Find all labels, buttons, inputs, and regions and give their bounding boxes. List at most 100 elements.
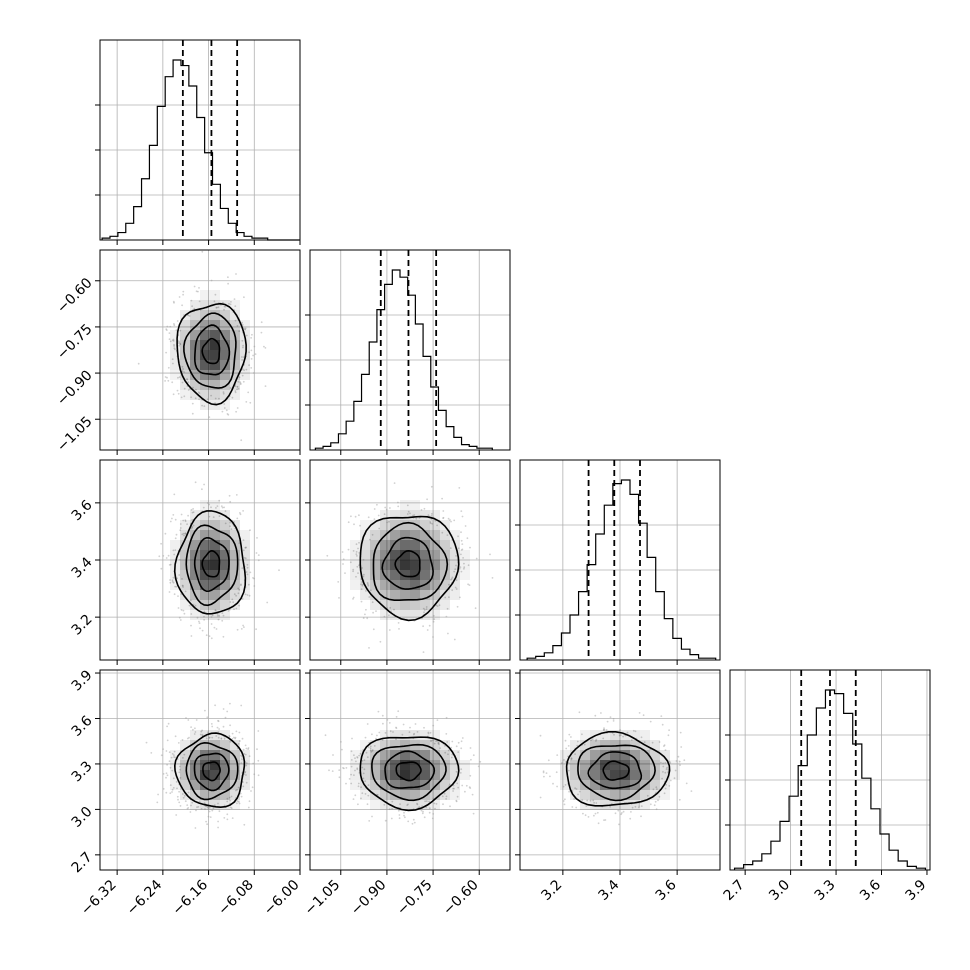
sample-point bbox=[389, 730, 392, 733]
density-cell bbox=[180, 600, 190, 610]
sample-point bbox=[556, 785, 558, 788]
sample-point bbox=[658, 795, 661, 798]
density-cell bbox=[450, 570, 460, 580]
sample-point bbox=[430, 518, 433, 521]
sample-point bbox=[213, 300, 216, 303]
sample-point bbox=[595, 740, 597, 742]
sample-point bbox=[433, 802, 436, 805]
sample-point bbox=[218, 615, 221, 617]
density-cell bbox=[180, 520, 190, 530]
sample-point bbox=[169, 563, 172, 566]
sample-point bbox=[455, 745, 458, 748]
panel-frame-0-0 bbox=[99, 39, 301, 241]
sample-point bbox=[238, 542, 241, 545]
sample-point bbox=[420, 809, 423, 812]
sample-point bbox=[342, 563, 344, 565]
sample-point bbox=[181, 533, 184, 536]
density-cell bbox=[370, 760, 380, 770]
sample-point bbox=[581, 799, 584, 801]
sample-point bbox=[613, 733, 615, 736]
sample-point bbox=[207, 815, 210, 818]
sample-point bbox=[362, 772, 365, 775]
density-cell bbox=[200, 300, 210, 310]
sample-point bbox=[563, 803, 566, 806]
sample-point bbox=[214, 397, 217, 400]
sample-point bbox=[420, 509, 423, 511]
x-tick-label: 3.6 bbox=[653, 877, 680, 904]
sample-point bbox=[446, 741, 449, 743]
sample-point bbox=[373, 518, 376, 521]
density-cell bbox=[210, 610, 220, 620]
density-cell bbox=[450, 780, 460, 790]
density-cell bbox=[400, 730, 410, 740]
sample-point bbox=[432, 636, 434, 638]
sample-point bbox=[179, 343, 182, 345]
sample-point bbox=[423, 726, 425, 729]
sample-point bbox=[237, 743, 240, 745]
sample-point bbox=[354, 757, 356, 760]
sample-point bbox=[386, 719, 389, 721]
sample-point bbox=[170, 756, 173, 759]
sample-point bbox=[582, 812, 584, 815]
density-cell bbox=[580, 800, 590, 810]
sample-point bbox=[459, 566, 462, 568]
sample-point bbox=[182, 796, 185, 799]
density-cell bbox=[590, 760, 600, 770]
sample-point bbox=[172, 514, 175, 516]
sample-point bbox=[162, 788, 165, 790]
density-cell bbox=[210, 340, 220, 350]
contour-level-2 bbox=[193, 324, 231, 376]
joint-panel-1-3 bbox=[324, 710, 482, 825]
sample-point bbox=[241, 323, 244, 326]
sample-point bbox=[378, 731, 381, 734]
sample-point bbox=[236, 385, 239, 388]
sample-point bbox=[425, 608, 428, 611]
sample-point bbox=[245, 546, 247, 549]
sample-point bbox=[220, 738, 223, 740]
sample-point bbox=[178, 790, 181, 793]
sample-point bbox=[660, 761, 662, 764]
contour-level-1 bbox=[395, 761, 422, 782]
density-cell bbox=[380, 730, 390, 740]
sample-point bbox=[164, 532, 167, 535]
sample-point bbox=[244, 771, 246, 774]
sample-point bbox=[169, 325, 172, 328]
density-cell bbox=[410, 560, 420, 570]
density-cell bbox=[220, 740, 230, 750]
sample-point bbox=[370, 750, 373, 753]
sample-point bbox=[448, 783, 451, 786]
sample-point bbox=[357, 572, 359, 574]
density-cell bbox=[360, 570, 370, 580]
density-cell bbox=[410, 610, 420, 620]
density-cell bbox=[440, 520, 450, 530]
sample-point bbox=[455, 800, 458, 803]
sample-point bbox=[403, 814, 405, 817]
sample-point bbox=[204, 709, 206, 712]
sample-point bbox=[460, 740, 463, 743]
density-cell bbox=[600, 740, 610, 750]
x-tick-label: 3.3 bbox=[812, 877, 839, 904]
sample-point bbox=[461, 784, 464, 787]
sample-point bbox=[618, 734, 621, 736]
sample-point bbox=[382, 722, 384, 725]
density-cell bbox=[230, 750, 240, 760]
sample-point bbox=[619, 729, 621, 731]
sample-point bbox=[429, 522, 432, 525]
sample-point bbox=[162, 555, 165, 557]
density-cell bbox=[180, 370, 190, 380]
sample-point bbox=[664, 771, 667, 774]
density-cell bbox=[400, 600, 410, 610]
density-cell bbox=[420, 590, 430, 600]
sample-point bbox=[463, 566, 466, 569]
sample-point bbox=[176, 787, 178, 790]
x-tick-label: 3.0 bbox=[766, 877, 793, 904]
density-cell bbox=[380, 800, 390, 810]
sample-point bbox=[253, 577, 256, 580]
sample-point bbox=[457, 535, 459, 538]
density-cell bbox=[400, 510, 410, 520]
density-cell bbox=[440, 750, 450, 760]
density-cell bbox=[410, 540, 420, 550]
sample-point bbox=[221, 506, 224, 509]
density-cell bbox=[180, 560, 190, 570]
sample-point bbox=[241, 368, 244, 371]
